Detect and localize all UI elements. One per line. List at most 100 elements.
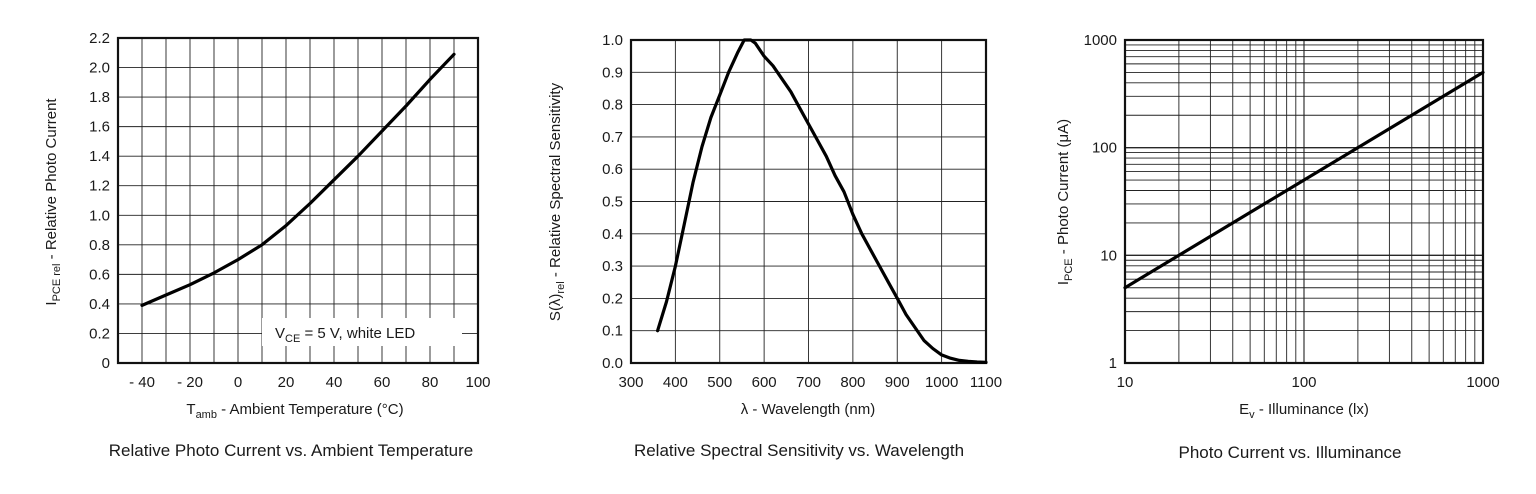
y-tick-label: 0.3 <box>602 258 623 275</box>
plot-frame <box>629 38 988 365</box>
data-point <box>949 356 952 360</box>
data-point <box>727 71 730 74</box>
x-axis-label: Tamb - Ambient Temperature (°C) <box>186 401 403 421</box>
chart-caption: Relative Photo Current vs. Ambient Tempe… <box>109 441 473 460</box>
y-tick-label: 0.6 <box>89 266 110 283</box>
x-tick-label: 1000 <box>925 374 958 391</box>
data-point <box>332 178 336 182</box>
y-tick-label: 1.4 <box>89 148 110 165</box>
data-point <box>975 360 979 364</box>
data-point <box>958 359 961 362</box>
y-tick-label: 0.6 <box>602 161 623 178</box>
x-tick-label: 900 <box>885 374 910 391</box>
data-point <box>683 222 686 226</box>
y-axis-label: IPCE - Photo Current (μA) <box>1055 119 1075 285</box>
x-tick-label: 0 <box>234 374 242 391</box>
x-tick-label: 60 <box>374 374 391 391</box>
x-tick-label: 80 <box>422 374 439 391</box>
data-point <box>807 122 810 126</box>
x-tick-label: 100 <box>1291 374 1316 391</box>
y-tick-label: 0.2 <box>89 325 110 342</box>
data-point <box>887 281 890 284</box>
y-tick-labels: 0.0 0.1 0.2 0.3 0.4 0.5 0.6 0.7 0.8 0.9 1.0 <box>602 32 623 372</box>
y-tick-label: 1.2 <box>89 178 110 195</box>
grid-lines <box>118 37 478 364</box>
x-tick-label: 1100 <box>970 374 1002 391</box>
y-tick-label: 1.8 <box>89 89 110 106</box>
data-point <box>665 300 668 303</box>
y-tick-label: 0.4 <box>602 226 623 243</box>
x-tick-labels: 10 100 1000 <box>1117 374 1500 391</box>
y-tick-label: 100 <box>1092 140 1117 157</box>
y-tick-label: 2.2 <box>89 30 110 47</box>
chart-spectral: 300 400 500 600 700 800 900 1000 1100 0.00.10.20… <box>547 32 1002 460</box>
data-point <box>816 138 819 142</box>
x-tick-label: 1000 <box>1466 374 1499 391</box>
data-point <box>260 243 264 247</box>
y-tick-label: 0.2 <box>602 290 623 307</box>
data-point <box>896 297 899 300</box>
data-point <box>1123 286 1127 289</box>
y-tick-label: 1 <box>1109 355 1117 372</box>
x-tick-label: 600 <box>752 374 777 391</box>
x-tick-label: 20 <box>278 374 295 391</box>
x-tick-label: - 20 <box>177 374 203 391</box>
x-tick-label: 500 <box>707 374 732 391</box>
y-tick-label: 10 <box>1100 247 1117 264</box>
x-tick-label: 400 <box>663 374 688 391</box>
x-tick-label: 10 <box>1117 374 1134 391</box>
series-points <box>140 53 456 307</box>
y-tick-label: 1000 <box>1084 32 1117 49</box>
data-point <box>789 90 792 93</box>
data-point <box>780 77 784 80</box>
data-point <box>736 51 739 55</box>
y-tick-label: 1.0 <box>89 207 110 224</box>
y-tick-label: 0.7 <box>602 129 623 146</box>
x-tick-labels: 300 400 500 600 700 800 900 1000 1100 <box>618 374 1002 391</box>
data-point <box>308 202 312 205</box>
y-tick-label: 0.4 <box>89 296 110 313</box>
y-axis-label: IPCE rel - Relative Photo Current <box>43 98 63 306</box>
x-axis-label: λ - Wavelength (nm) <box>741 401 875 418</box>
data-point <box>749 38 753 42</box>
series-line <box>140 52 456 307</box>
data-point <box>188 283 192 286</box>
data-point <box>718 93 721 97</box>
data-point <box>428 78 432 81</box>
grid-lines <box>1124 39 1484 364</box>
data-point <box>380 129 384 133</box>
data-point <box>913 326 917 329</box>
series-line <box>1123 70 1485 290</box>
data-point <box>452 53 456 56</box>
data-point <box>284 224 288 227</box>
data-point <box>762 54 766 58</box>
x-tick-label: 40 <box>326 374 343 391</box>
data-point <box>940 353 943 357</box>
data-point <box>656 329 659 332</box>
y-axis-label: S(λ)rel - Relative Spectral Sensitivity <box>547 82 567 321</box>
y-tick-label: 0.5 <box>602 194 623 211</box>
x-tick-label: 800 <box>840 374 865 391</box>
grid-lines <box>630 39 987 364</box>
data-point <box>212 271 216 275</box>
data-point <box>356 154 360 158</box>
x-axis-label: Ev - Illuminance (lx) <box>1239 401 1369 421</box>
data-point <box>709 116 713 119</box>
data-point <box>236 258 240 261</box>
data-point <box>833 174 837 177</box>
y-tick-label: 0.8 <box>602 97 623 114</box>
data-point <box>771 64 775 68</box>
data-point <box>798 106 801 110</box>
series-points <box>656 38 988 364</box>
plot-frame <box>116 36 480 365</box>
chart-caption: Relative Spectral Sensitivity vs. Wavele… <box>634 441 964 460</box>
x-tick-label: 700 <box>796 374 821 391</box>
y-tick-label: 0.8 <box>89 237 110 254</box>
y-tick-label: 2.0 <box>89 60 110 77</box>
data-point <box>1481 71 1485 74</box>
y-tick-labels: 0 0.2 0.4 0.6 0.8 1.0 1.2 1.4 1.6 1.8 2.0 2.2 <box>89 30 110 372</box>
data-point <box>860 232 863 235</box>
data-point <box>904 313 908 316</box>
data-point <box>878 264 881 268</box>
y-tick-label: 0.1 <box>602 323 623 340</box>
